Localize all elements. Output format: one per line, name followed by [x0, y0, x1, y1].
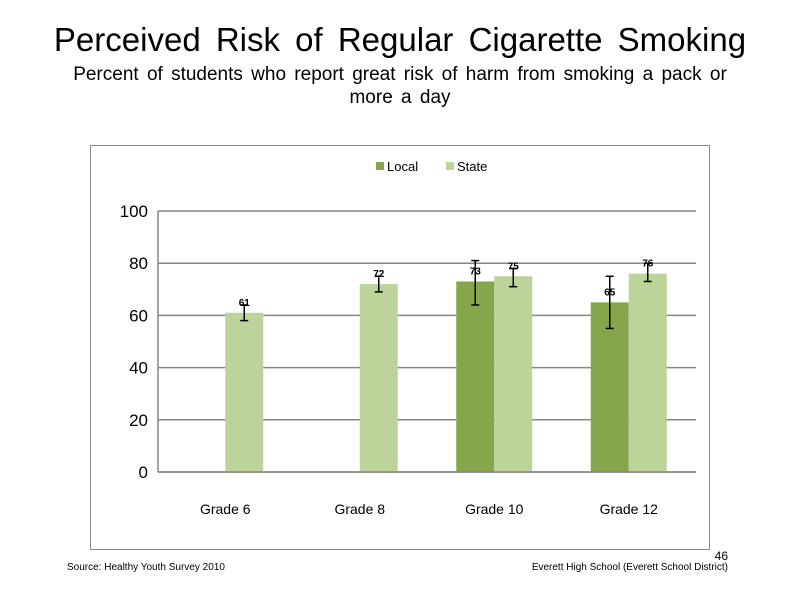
bar-local — [456, 281, 495, 472]
x-tick-label: Grade 8 — [334, 501, 385, 517]
bar-chart: 0 20 40 60 80 100 Grade 6 61 Grade 8 72 Grade 10 73… — [120, 159, 696, 517]
page-number: 46 — [714, 549, 728, 563]
chart-subtitle: Percent of students who report great ris… — [0, 63, 800, 109]
legend-label-state: State — [457, 159, 487, 174]
bar-state — [225, 312, 264, 472]
chart-area: 0 20 40 60 80 100 Grade 6 61 Grade 8 72 Grade 10 73… — [90, 145, 710, 550]
data-label: 76 — [642, 259, 654, 270]
data-label: 61 — [239, 298, 251, 309]
data-label: 73 — [470, 266, 482, 277]
school-name: Everett High School (Everett School Dist… — [531, 562, 728, 573]
legend-swatch-state — [446, 162, 454, 170]
y-tick-label: 20 — [129, 411, 148, 430]
x-tick-label: Grade 10 — [465, 501, 524, 517]
bar-state — [494, 276, 533, 472]
bar-local — [590, 302, 629, 472]
chart-title: Perceived Risk of Regular Cigarette Smok… — [53, 21, 747, 58]
y-tick-label: 80 — [129, 254, 148, 273]
y-tick-label: 0 — [139, 463, 148, 482]
x-tick-label: Grade 12 — [600, 501, 659, 517]
data-label: 65 — [604, 287, 616, 298]
bar-state — [628, 273, 667, 472]
y-tick-label: 60 — [129, 306, 148, 325]
bar-state — [359, 284, 398, 472]
data-label: 72 — [373, 269, 385, 280]
y-tick-label: 100 — [120, 202, 148, 221]
y-tick-label: 40 — [129, 359, 148, 378]
data-label: 75 — [508, 261, 520, 272]
subtitle-line-1: Percent of students who report great ris… — [73, 64, 727, 85]
x-tick-label: Grade 6 — [200, 501, 251, 517]
legend-swatch-local — [376, 162, 384, 170]
legend-label-local: Local — [387, 159, 418, 174]
subtitle-line-2: more a day — [349, 87, 451, 108]
source-note: Source: Healthy Youth Survey 2010 — [67, 562, 225, 573]
